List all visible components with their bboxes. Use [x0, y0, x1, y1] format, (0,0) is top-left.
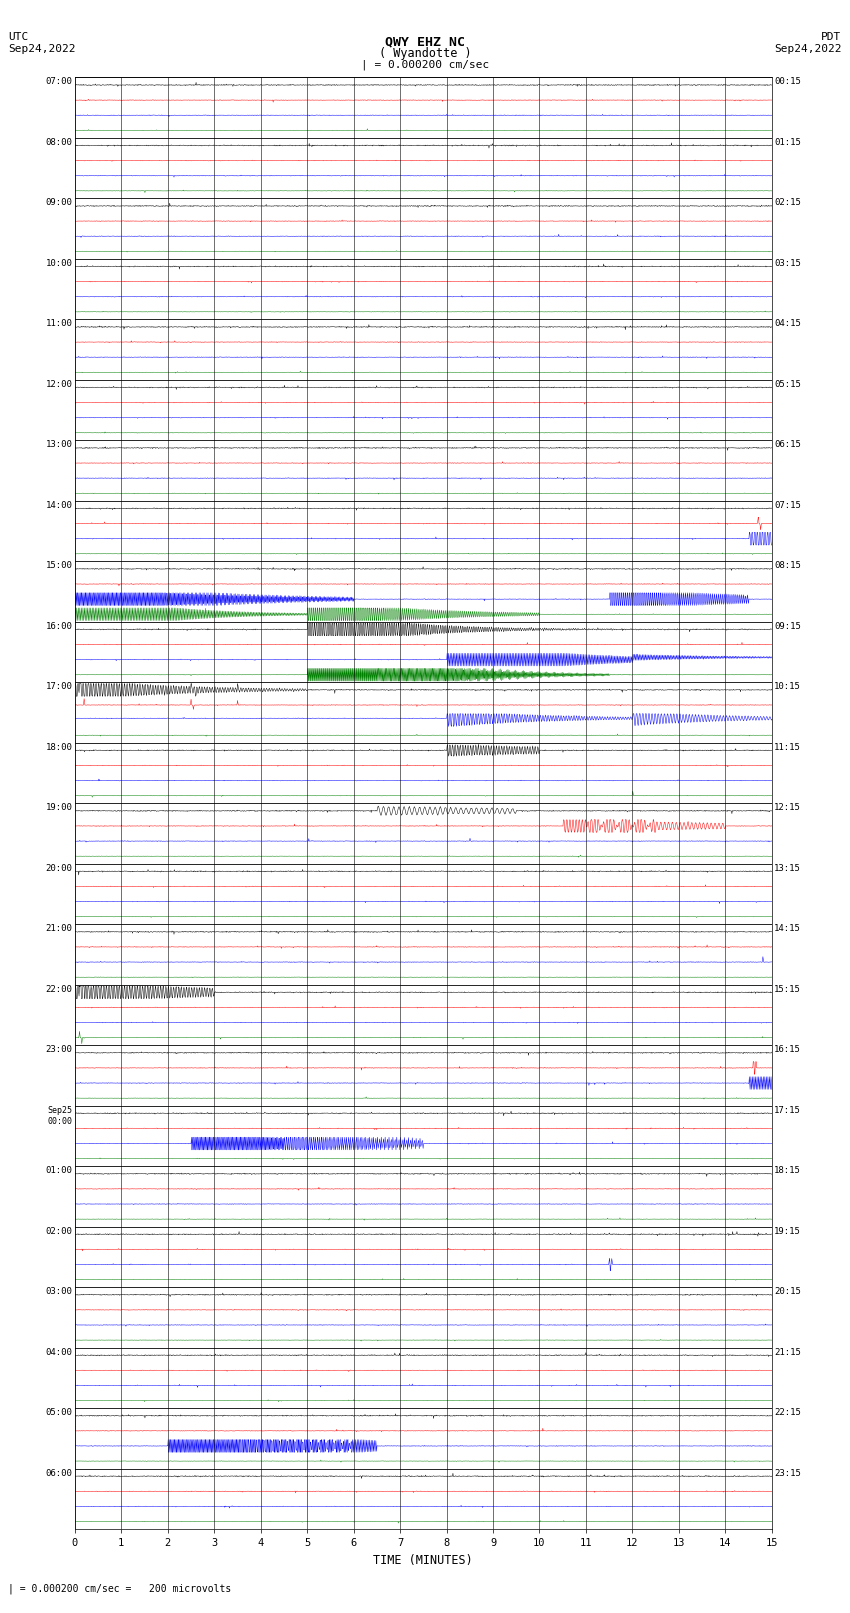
Text: 12:15: 12:15	[774, 803, 802, 813]
Text: Sep25: Sep25	[48, 1107, 72, 1115]
Text: 16:00: 16:00	[45, 621, 72, 631]
Text: 04:15: 04:15	[774, 319, 802, 329]
Text: 06:15: 06:15	[774, 440, 802, 450]
Text: 02:00: 02:00	[45, 1227, 72, 1236]
Text: 21:15: 21:15	[774, 1348, 802, 1357]
Text: 23:00: 23:00	[45, 1045, 72, 1055]
Text: 01:00: 01:00	[45, 1166, 72, 1176]
Text: 06:00: 06:00	[45, 1468, 72, 1478]
Text: 08:00: 08:00	[45, 139, 72, 147]
Text: 18:00: 18:00	[45, 742, 72, 752]
Text: Sep24,2022: Sep24,2022	[8, 44, 76, 53]
Text: 09:00: 09:00	[45, 198, 72, 208]
Text: 20:15: 20:15	[774, 1287, 802, 1297]
Text: 22:15: 22:15	[774, 1408, 802, 1418]
Text: ( Wyandotte ): ( Wyandotte )	[379, 47, 471, 60]
Text: Sep24,2022: Sep24,2022	[774, 44, 842, 53]
Text: 03:15: 03:15	[774, 260, 802, 268]
Text: 13:00: 13:00	[45, 440, 72, 450]
Text: 21:00: 21:00	[45, 924, 72, 934]
X-axis label: TIME (MINUTES): TIME (MINUTES)	[373, 1553, 473, 1566]
Text: 00:15: 00:15	[774, 77, 802, 87]
Text: 18:15: 18:15	[774, 1166, 802, 1176]
Text: 22:00: 22:00	[45, 984, 72, 994]
Text: 04:00: 04:00	[45, 1348, 72, 1357]
Text: 13:15: 13:15	[774, 865, 802, 873]
Text: 12:00: 12:00	[45, 381, 72, 389]
Text: 02:15: 02:15	[774, 198, 802, 208]
Text: 07:15: 07:15	[774, 500, 802, 510]
Text: 17:00: 17:00	[45, 682, 72, 692]
Text: 16:15: 16:15	[774, 1045, 802, 1055]
Text: 01:15: 01:15	[774, 139, 802, 147]
Text: PDT: PDT	[821, 32, 842, 42]
Text: 14:15: 14:15	[774, 924, 802, 934]
Text: | = 0.000200 cm/sec: | = 0.000200 cm/sec	[361, 60, 489, 71]
Text: UTC: UTC	[8, 32, 29, 42]
Text: 05:00: 05:00	[45, 1408, 72, 1418]
Text: 10:00: 10:00	[45, 260, 72, 268]
Text: 09:15: 09:15	[774, 621, 802, 631]
Text: 03:00: 03:00	[45, 1287, 72, 1297]
Text: 19:00: 19:00	[45, 803, 72, 813]
Text: 08:15: 08:15	[774, 561, 802, 571]
Text: 15:15: 15:15	[774, 984, 802, 994]
Text: | = 0.000200 cm/sec =   200 microvolts: | = 0.000200 cm/sec = 200 microvolts	[8, 1582, 232, 1594]
Text: 19:15: 19:15	[774, 1227, 802, 1236]
Text: 00:00: 00:00	[48, 1116, 72, 1126]
Text: 07:00: 07:00	[45, 77, 72, 87]
Text: 23:15: 23:15	[774, 1468, 802, 1478]
Text: 05:15: 05:15	[774, 381, 802, 389]
Text: 14:00: 14:00	[45, 500, 72, 510]
Text: QWY EHZ NC: QWY EHZ NC	[385, 35, 465, 48]
Text: 11:00: 11:00	[45, 319, 72, 329]
Text: 15:00: 15:00	[45, 561, 72, 571]
Text: 17:15: 17:15	[774, 1107, 802, 1115]
Text: 20:00: 20:00	[45, 865, 72, 873]
Text: 11:15: 11:15	[774, 742, 802, 752]
Text: 10:15: 10:15	[774, 682, 802, 692]
